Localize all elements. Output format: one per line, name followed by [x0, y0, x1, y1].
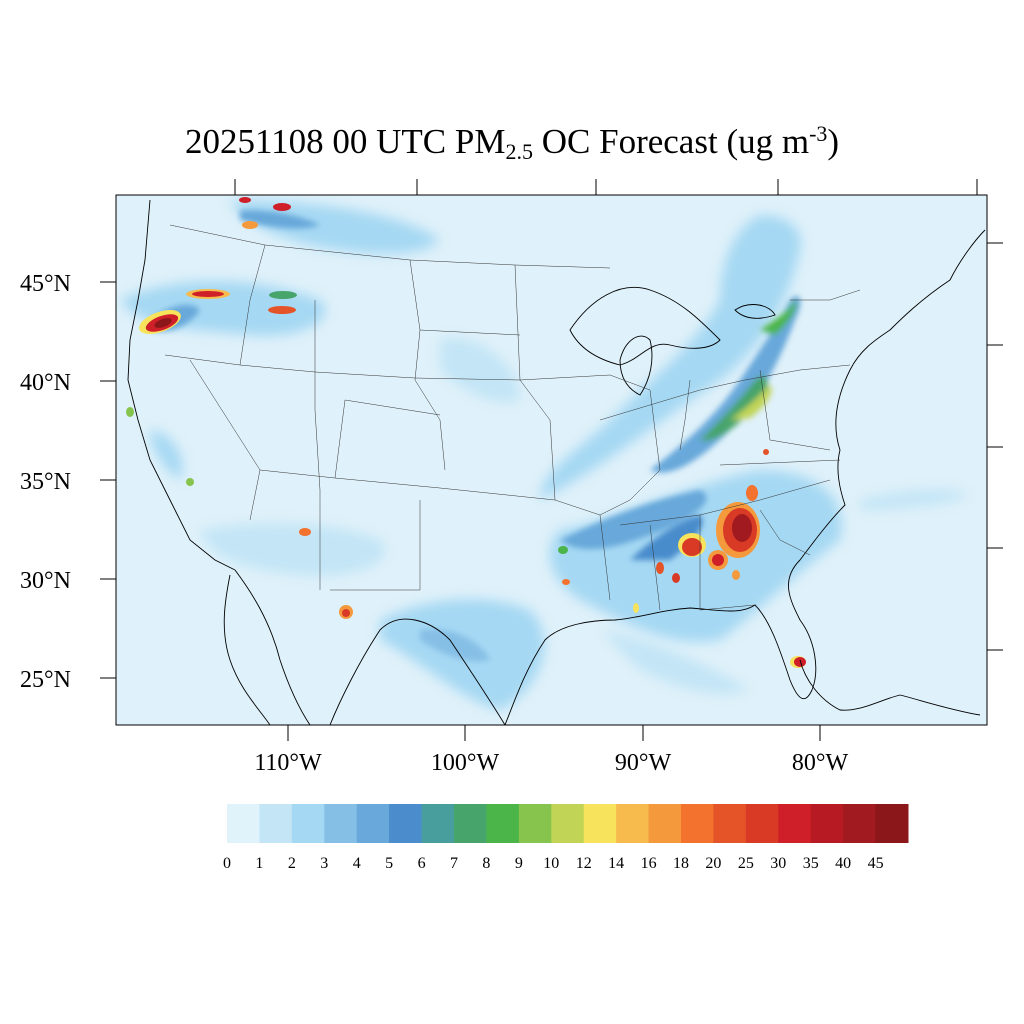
colorbar-label: 16 — [641, 855, 657, 872]
lat-label: 40°N — [20, 370, 71, 396]
colorbar-label: 5 — [385, 855, 393, 872]
title-units-exponent: -3 — [809, 121, 828, 146]
title-date: 20251108 — [184, 122, 324, 161]
colorbar-label: 14 — [608, 855, 624, 872]
title-units: (ug m — [726, 122, 810, 161]
colorbar-label: 7 — [450, 855, 458, 872]
colorbar-label: 1 — [255, 855, 263, 872]
map-background — [116, 195, 987, 725]
title-hour: 00 UTC — [332, 122, 447, 161]
lat-label: 25°N — [20, 667, 71, 693]
hotspots — [126, 197, 806, 668]
colorbar-swatch — [616, 804, 650, 843]
axis-ticks — [100, 179, 1003, 741]
colorbar-swatch — [843, 804, 877, 843]
colorbar-swatch — [291, 804, 325, 843]
lat-label: 45°N — [20, 271, 71, 297]
colorbar-swatch — [421, 804, 455, 843]
colorbar-label: 18 — [673, 855, 689, 872]
colorbar-label: 3 — [320, 855, 328, 872]
lon-label: 80°W — [792, 750, 849, 776]
title-species: PM — [454, 122, 506, 161]
colorbar-swatch — [356, 804, 390, 843]
colorbar-label: 30 — [770, 855, 786, 872]
title-species-subscript: 2.5 — [505, 139, 533, 164]
colorbar-swatch — [259, 804, 293, 843]
colorbar-label: 35 — [803, 855, 819, 872]
colorbar-swatch — [875, 804, 909, 843]
colorbar-swatch — [324, 804, 358, 843]
colorbar-swatch — [745, 804, 779, 843]
colorbar-label: 2 — [288, 855, 296, 872]
colorbar-swatch — [810, 804, 844, 843]
colorbar-swatch — [518, 804, 552, 843]
colorbar-swatch — [454, 804, 487, 843]
colorbar-label: 12 — [576, 855, 592, 872]
colorbar-swatch — [583, 804, 617, 843]
colorbar-swatch — [551, 804, 585, 843]
lon-label: 110°W — [254, 750, 322, 776]
lon-label: 100°W — [431, 750, 500, 776]
mid-level-plumes — [150, 210, 801, 662]
colorbar-label: 8 — [482, 855, 490, 872]
colorbar-label: 6 — [418, 855, 426, 872]
colorbar-label: 9 — [515, 855, 523, 872]
latitude-labels: 45°N 40°N 35°N 30°N 25°N — [20, 271, 71, 693]
lat-label: 30°N — [20, 568, 71, 594]
colorbar-swatch — [648, 804, 682, 843]
state-borders — [164, 224, 861, 611]
colorbar-label: 40 — [835, 855, 851, 872]
colorbar-swatch — [713, 804, 747, 843]
lat-label: 35°N — [20, 469, 71, 495]
colorbar-swatch — [778, 804, 812, 843]
map-title: 20251108 00 UTC PM2.5 OC Forecast (ug m-… — [0, 120, 1024, 164]
coastlines — [127, 199, 986, 725]
colorbar-swatch — [681, 804, 714, 843]
colorbar: 0 1 2 3 4 5 6 7 8 9 10 12 14 16 18 20 25 30 35 40 45 — [223, 804, 909, 872]
colorbar-label: 45 — [868, 855, 884, 872]
map-frame — [115, 194, 988, 726]
title-units-close: ) — [827, 122, 840, 161]
lon-label: 90°W — [615, 750, 672, 776]
colorbar-label: 4 — [353, 855, 361, 872]
concentration-field — [120, 197, 986, 725]
colorbar-swatch — [389, 804, 423, 843]
colorbar-swatch — [227, 804, 260, 843]
longitude-labels: 110°W 100°W 90°W 80°W — [254, 750, 848, 776]
colorbar-label: 0 — [223, 855, 231, 872]
colorbar-label: 10 — [543, 855, 559, 872]
colorbar-label: 20 — [705, 855, 721, 872]
colorbar-swatch — [486, 804, 520, 843]
title-product: OC Forecast — [541, 122, 718, 161]
colorbar-label: 25 — [738, 855, 754, 872]
